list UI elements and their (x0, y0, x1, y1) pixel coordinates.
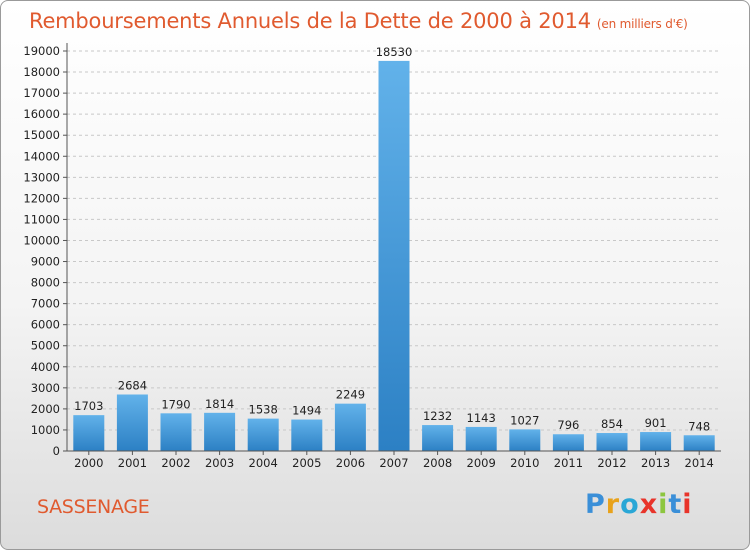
y-tick-label: 16000 (23, 107, 60, 121)
bar (422, 425, 454, 451)
bar (160, 413, 192, 451)
x-tick-label: 2003 (205, 456, 234, 470)
x-tick-label: 2010 (510, 456, 539, 470)
y-tick-label: 3000 (31, 381, 60, 395)
bar-value-label: 1027 (510, 413, 539, 427)
bar-value-label: 1538 (249, 403, 278, 417)
y-tick-label: 1000 (31, 423, 60, 437)
bar-value-label: 748 (688, 419, 710, 433)
y-tick-label: 13000 (23, 170, 60, 184)
bar (116, 394, 148, 451)
bar (596, 433, 628, 451)
y-tick-label: 18000 (23, 65, 60, 79)
x-tick-label: 2011 (554, 456, 583, 470)
y-tick-label: 9000 (31, 255, 60, 269)
x-tick-label: 2006 (336, 456, 365, 470)
y-tick-label: 17000 (23, 86, 60, 100)
brand-letter: t (668, 489, 683, 520)
x-tick-label: 2008 (423, 456, 452, 470)
commune-name: SASSENAGE (37, 496, 150, 518)
brand-letter: x (639, 489, 659, 520)
y-tick-label: 4000 (31, 360, 60, 374)
y-tick-label: 6000 (31, 318, 60, 332)
brand-letter: r (605, 489, 621, 520)
bar-value-label: 2684 (118, 378, 147, 392)
y-tick-label: 2000 (31, 402, 60, 416)
x-tick-label: 2005 (292, 456, 321, 470)
y-tick-label: 7000 (31, 297, 60, 311)
bar-value-label: 1703 (74, 399, 103, 413)
bar-value-label: 1232 (423, 409, 452, 423)
title-text: Remboursements Annuels de la Dette de 20… (29, 9, 591, 33)
y-tick-label: 10000 (23, 233, 60, 247)
bar-value-label: 18530 (376, 45, 413, 59)
bar (73, 415, 105, 451)
y-tick-label: 0 (53, 444, 60, 458)
bar-value-label: 854 (601, 417, 623, 431)
bar-value-label: 2249 (336, 388, 365, 402)
bar (247, 418, 279, 451)
bar (465, 426, 497, 451)
subtitle-text: (en milliers d'€) (596, 17, 688, 31)
x-tick-label: 2002 (161, 456, 190, 470)
bar-value-label: 1143 (467, 411, 496, 425)
bar (378, 60, 410, 451)
bar (204, 412, 236, 451)
bars: 1703 2684 1790 1814 1538 1494 2249 18530 1232 114… (73, 45, 715, 451)
x-tick-label: 2000 (74, 456, 103, 470)
bar (334, 403, 366, 451)
x-tick-label: 2009 (467, 456, 496, 470)
x-tick-label: 2014 (685, 456, 714, 470)
bar (291, 419, 323, 451)
x-tick-label: 2012 (597, 456, 626, 470)
x-tick-label: 2007 (379, 456, 408, 470)
axes: 0 1000 2000 3000 4000 5000 6000 7000 8000 9000 100… (23, 43, 721, 470)
brand-logo: Proxiti (585, 489, 693, 520)
bar-value-label: 796 (557, 418, 579, 432)
x-tick-label: 2001 (118, 456, 147, 470)
bar-value-label: 1814 (205, 397, 234, 411)
bar-value-label: 1790 (161, 397, 190, 411)
y-tick-label: 5000 (31, 339, 60, 353)
bar (683, 435, 715, 451)
y-tick-label: 14000 (23, 149, 60, 163)
y-tick-label: 15000 (23, 128, 60, 142)
bar-value-label: 901 (645, 416, 667, 430)
y-tick-label: 19000 (23, 44, 60, 58)
x-tick-label: 2013 (641, 456, 670, 470)
y-tick-label: 8000 (31, 276, 60, 290)
bar (552, 434, 584, 451)
chart-title: Remboursements Annuels de la Dette de 20… (29, 9, 688, 33)
y-tick-label: 11000 (23, 212, 60, 226)
x-tick-label: 2004 (249, 456, 278, 470)
y-tick-label: 12000 (23, 191, 60, 205)
brand-letter: i (658, 489, 669, 520)
brand-letter: P (585, 489, 606, 520)
bar-value-label: 1494 (292, 404, 321, 418)
brand-letter: i (682, 489, 693, 520)
bar (509, 429, 541, 451)
bar (640, 432, 672, 451)
brand-letter: o (620, 489, 640, 520)
